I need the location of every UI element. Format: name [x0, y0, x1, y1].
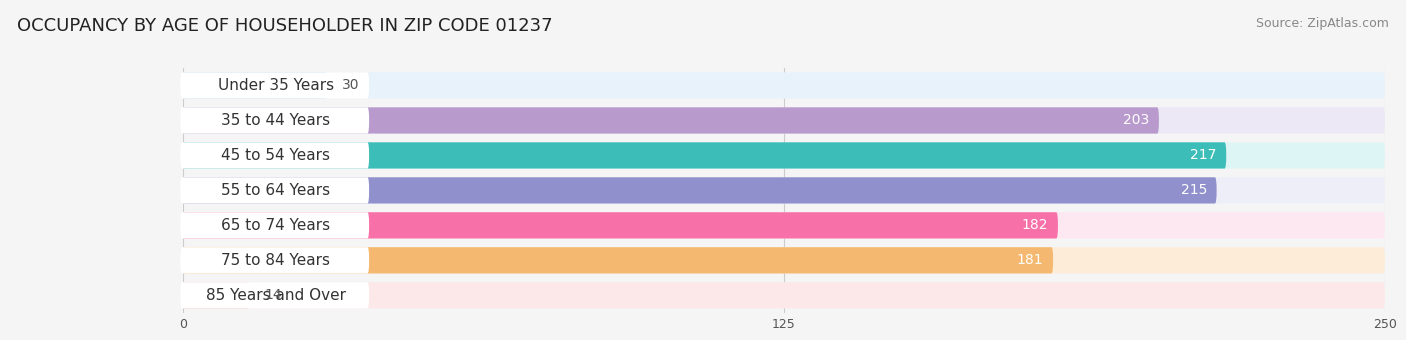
FancyBboxPatch shape [183, 247, 1385, 273]
Text: 181: 181 [1017, 253, 1043, 267]
FancyBboxPatch shape [183, 107, 1385, 134]
Text: 75 to 84 Years: 75 to 84 Years [222, 253, 330, 268]
FancyBboxPatch shape [180, 212, 370, 238]
FancyBboxPatch shape [183, 177, 1385, 204]
FancyBboxPatch shape [183, 212, 1385, 238]
Text: Source: ZipAtlas.com: Source: ZipAtlas.com [1256, 17, 1389, 30]
FancyBboxPatch shape [180, 247, 370, 273]
FancyBboxPatch shape [183, 72, 1385, 99]
FancyBboxPatch shape [180, 142, 370, 169]
Text: 65 to 74 Years: 65 to 74 Years [221, 218, 330, 233]
Text: 85 Years and Over: 85 Years and Over [205, 288, 346, 303]
FancyBboxPatch shape [183, 142, 1226, 169]
FancyBboxPatch shape [183, 177, 1216, 204]
FancyBboxPatch shape [180, 107, 370, 134]
FancyBboxPatch shape [183, 212, 1057, 238]
FancyBboxPatch shape [180, 177, 370, 204]
Text: 45 to 54 Years: 45 to 54 Years [222, 148, 330, 163]
Text: 14: 14 [264, 288, 283, 302]
Text: 55 to 64 Years: 55 to 64 Years [221, 183, 330, 198]
Text: Under 35 Years: Under 35 Years [218, 78, 335, 93]
Text: 35 to 44 Years: 35 to 44 Years [221, 113, 330, 128]
FancyBboxPatch shape [183, 247, 1053, 273]
FancyBboxPatch shape [180, 282, 370, 308]
FancyBboxPatch shape [183, 282, 250, 308]
FancyBboxPatch shape [183, 282, 1385, 308]
Text: OCCUPANCY BY AGE OF HOUSEHOLDER IN ZIP CODE 01237: OCCUPANCY BY AGE OF HOUSEHOLDER IN ZIP C… [17, 17, 553, 35]
FancyBboxPatch shape [183, 107, 1159, 134]
Text: 203: 203 [1123, 114, 1149, 128]
FancyBboxPatch shape [180, 72, 370, 99]
Text: 217: 217 [1191, 149, 1216, 163]
FancyBboxPatch shape [183, 72, 328, 99]
FancyBboxPatch shape [183, 142, 1385, 169]
Text: 30: 30 [342, 79, 359, 92]
Text: 182: 182 [1022, 218, 1049, 232]
Text: 215: 215 [1181, 183, 1206, 198]
